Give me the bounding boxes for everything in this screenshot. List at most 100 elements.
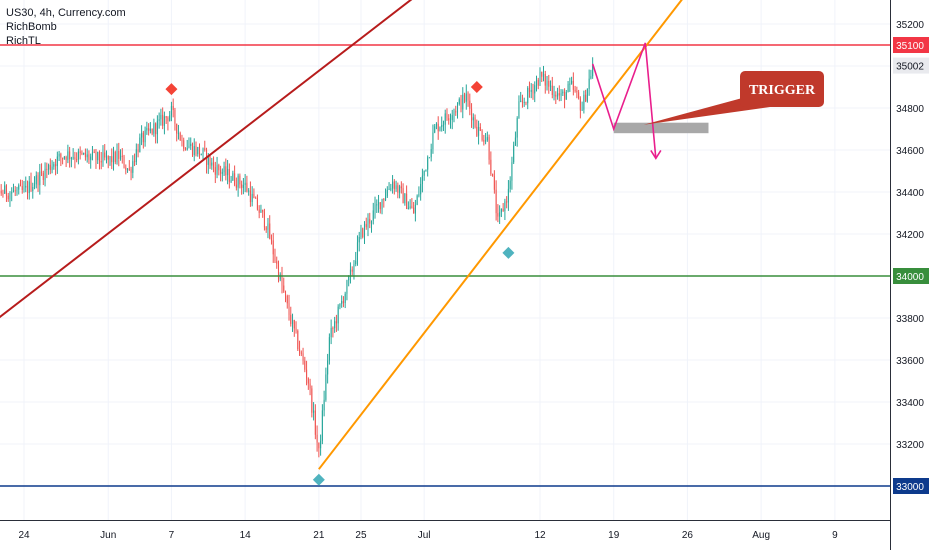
- candle-body: [97, 151, 99, 161]
- candle-body: [516, 118, 518, 138]
- candle-up: [348, 275, 350, 287]
- candle-down: [262, 209, 264, 218]
- candle-body: [265, 227, 267, 230]
- trigger-zone[interactable]: [613, 122, 709, 134]
- candle-up: [458, 97, 460, 106]
- candle-body: [404, 193, 406, 204]
- candle-body: [149, 128, 151, 131]
- candle-down: [172, 98, 174, 118]
- candle-up: [135, 143, 137, 165]
- candle-up: [260, 204, 262, 213]
- candle-down: [111, 148, 113, 170]
- grid-lines: [0, 0, 890, 520]
- candle-down: [151, 128, 153, 136]
- candle-body: [39, 171, 41, 186]
- candle-body: [367, 218, 369, 228]
- candle-body: [293, 319, 295, 329]
- trigger-callout-box[interactable]: [740, 71, 824, 107]
- candle-up: [144, 126, 146, 147]
- channel-line[interactable]: [0, 0, 456, 339]
- candle-up: [565, 89, 567, 100]
- candle-down: [114, 150, 116, 165]
- candle-body: [542, 73, 545, 77]
- candle-body: [242, 185, 244, 188]
- candle-body: [509, 180, 511, 189]
- candle-up: [511, 156, 513, 190]
- candle-body: [19, 185, 22, 187]
- candle-body: [49, 164, 51, 170]
- candle-body: [274, 254, 276, 262]
- candle-body: [465, 93, 467, 102]
- candle-body: [483, 139, 485, 142]
- diamond-marker-bottom[interactable]: [502, 246, 515, 259]
- candle-down: [225, 158, 227, 181]
- candle-body: [514, 137, 516, 146]
- candle-body: [120, 155, 122, 159]
- candle-body: [60, 153, 62, 158]
- candle-body: [62, 157, 64, 159]
- candle-up: [465, 84, 467, 110]
- candle-down: [198, 143, 201, 159]
- candle-up: [420, 177, 422, 201]
- candle-body: [207, 156, 209, 165]
- candle-body: [369, 218, 371, 224]
- candle-body: [21, 186, 23, 190]
- candle-up: [581, 101, 583, 111]
- candle-body: [153, 123, 155, 134]
- candle-up: [112, 146, 115, 171]
- candle-down: [483, 134, 485, 146]
- candle-down: [558, 85, 560, 102]
- diamond-marker-bottom[interactable]: [312, 473, 325, 486]
- candle-body: [339, 303, 341, 307]
- candle-up: [320, 434, 322, 456]
- candle-body: [255, 197, 257, 199]
- candle-body: [311, 388, 313, 413]
- candle-up: [500, 208, 502, 218]
- candle-body: [358, 236, 360, 243]
- candle-down: [464, 92, 466, 104]
- candle-up: [325, 367, 327, 402]
- candle-down: [455, 105, 457, 116]
- candle-up: [539, 67, 541, 86]
- candle-body: [267, 223, 269, 230]
- candle-down: [551, 76, 553, 99]
- candle-down: [104, 144, 106, 161]
- candle-body: [544, 73, 546, 86]
- candle-body: [181, 140, 183, 142]
- projection-path[interactable]: [591, 42, 657, 159]
- candle-body: [104, 152, 106, 158]
- price-badge-text: 35100: [896, 41, 924, 52]
- candle-up: [327, 353, 329, 384]
- candle-down: [406, 185, 408, 210]
- candle-body: [497, 213, 499, 217]
- candle-down: [95, 148, 97, 169]
- candle-body: [583, 94, 585, 110]
- candle-body: [116, 150, 118, 163]
- price-badge-support_blue: 33000: [893, 478, 929, 494]
- candle-body: [193, 146, 195, 156]
- candle-down: [383, 198, 385, 208]
- candle-body: [349, 269, 351, 277]
- candle-up: [509, 176, 511, 193]
- candle-body: [379, 202, 381, 210]
- diamond-marker-top[interactable]: [470, 81, 483, 93]
- candle-down: [88, 150, 90, 164]
- candle-body: [478, 126, 480, 136]
- candle-down: [2, 189, 4, 198]
- candle-body: [564, 91, 566, 100]
- candle-up: [160, 108, 162, 126]
- candle-body: [397, 185, 399, 193]
- candle-down: [506, 196, 508, 209]
- candle-body: [346, 280, 348, 294]
- diamond-marker-top[interactable]: [165, 83, 178, 96]
- candle-body: [284, 291, 287, 296]
- candle-body: [488, 137, 490, 160]
- candle-down: [256, 194, 258, 211]
- candle-down: [46, 162, 48, 179]
- candle-body: [495, 189, 497, 214]
- candle-body: [481, 130, 483, 140]
- candle-up: [339, 303, 341, 310]
- candle-body: [327, 360, 329, 375]
- candle-down: [467, 91, 469, 107]
